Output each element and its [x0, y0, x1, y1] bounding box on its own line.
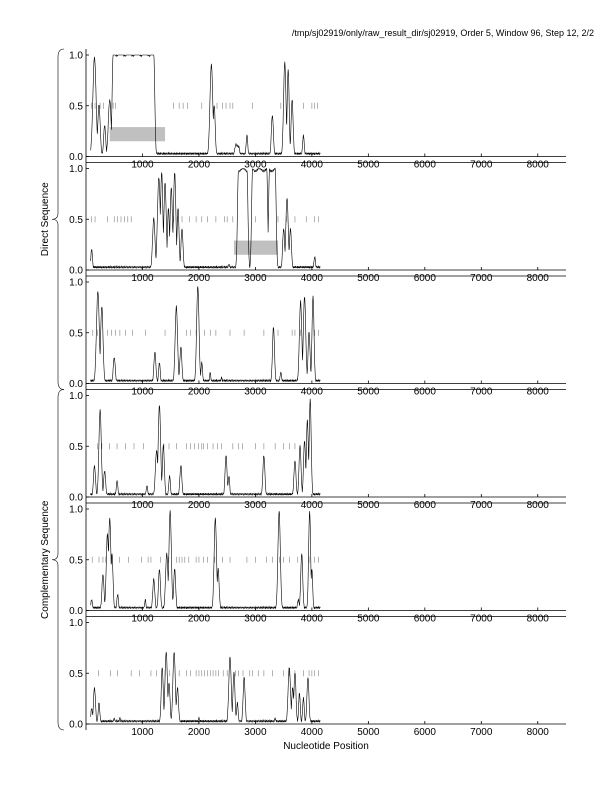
x-tick-label: 7000 [470, 727, 493, 738]
y-tick-label: 0.5 [69, 669, 83, 680]
x-tick-label: 6000 [414, 500, 437, 511]
highlight-region [109, 127, 166, 142]
x-tick-label: 8000 [527, 500, 550, 511]
x-tick-label: 2000 [188, 160, 211, 171]
x-tick-label: 6000 [414, 273, 437, 284]
y-tick-label: 1.0 [69, 278, 83, 289]
x-tick-label: 8000 [527, 273, 550, 284]
x-tick-label: 1000 [131, 387, 154, 398]
x-tick-label: 2000 [188, 614, 211, 625]
x-tick-label: 7000 [470, 387, 493, 398]
direct-sequence-label: Direct Sequence [40, 182, 51, 256]
y-tick-label: 0.5 [69, 555, 83, 566]
panel-6: 0.0 0.5 1.0 1000 2000 3000 4000 5000 6000 7000 800… [69, 616, 566, 738]
x-tick-label: 4000 [301, 614, 324, 625]
y-tick-label: 0.5 [69, 215, 83, 226]
x-tick-label: 6000 [414, 387, 437, 398]
highlight-region [233, 240, 278, 255]
y-tick-label: 1.0 [69, 51, 83, 62]
profile-line [90, 510, 321, 610]
x-tick-label: 7000 [470, 273, 493, 284]
x-tick-label: 1000 [131, 727, 154, 738]
y-tick-label: 0.0 [69, 606, 83, 617]
x-tick-label: 5000 [357, 614, 380, 625]
panel-4: 0.0 0.5 1.0 1000 2000 3000 4000 5000 6000 7000 800… [69, 389, 566, 511]
panel-3: 0.0 0.5 1.0 1000 2000 3000 4000 5000 6000 7000 800… [69, 275, 566, 398]
header-text: /tmp/sj02919/only/raw_result_dir/sj02919… [292, 28, 594, 38]
y-tick-label: 0.0 [69, 152, 83, 163]
x-tick-label: 1000 [131, 614, 154, 625]
x-tick-label: 3000 [244, 727, 267, 738]
x-tick-label: 4000 [301, 273, 324, 284]
x-tick-label: 7000 [470, 160, 493, 171]
group-bracket [51, 389, 65, 731]
x-tick-label: 2000 [188, 273, 211, 284]
y-tick-label: 0.0 [69, 266, 83, 277]
x-tick-label: 5000 [357, 273, 380, 284]
profile-line [90, 54, 321, 156]
x-tick-label: 4000 [301, 387, 324, 398]
x-tick-label: 3000 [244, 500, 267, 511]
y-tick-label: 1.0 [69, 618, 83, 629]
x-tick-label: 6000 [414, 727, 437, 738]
x-tick-label: 8000 [527, 727, 550, 738]
x-tick-label: 3000 [244, 614, 267, 625]
x-tick-label: 7000 [470, 500, 493, 511]
x-tick-label: 8000 [527, 387, 550, 398]
panels: 0.0 0.5 1.0 1000 2000 3000 4000 5000 6000 7000 800… [69, 49, 566, 738]
x-tick-label: 1000 [131, 500, 154, 511]
x-axis-title: Nucleotide Position [283, 741, 369, 752]
x-tick-label: 6000 [414, 160, 437, 171]
x-tick-label: 5000 [357, 727, 380, 738]
x-tick-label: 4000 [301, 500, 324, 511]
y-tick-label: 0.0 [69, 720, 83, 731]
x-tick-label: 2000 [188, 387, 211, 398]
panel-5: 0.0 0.5 1.0 1000 2000 3000 4000 5000 6000 7000 800… [69, 502, 566, 625]
x-tick-label: 5000 [357, 160, 380, 171]
profile-line [90, 286, 321, 383]
x-tick-label: 8000 [527, 160, 550, 171]
y-tick-label: 1.0 [69, 505, 83, 516]
x-tick-label: 8000 [527, 614, 550, 625]
y-tick-label: 0.0 [69, 493, 83, 504]
y-tick-label: 0.0 [69, 379, 83, 390]
profile-line [90, 398, 321, 497]
y-tick-label: 0.5 [69, 101, 83, 112]
x-tick-label: 3000 [244, 387, 267, 398]
profile-line [90, 167, 321, 270]
x-tick-label: 7000 [470, 614, 493, 625]
x-tick-label: 6000 [414, 614, 437, 625]
complementary-sequence-label: Complementary Sequence [40, 500, 51, 619]
x-tick-label: 3000 [244, 273, 267, 284]
x-tick-label: 1000 [131, 273, 154, 284]
x-tick-label: 2000 [188, 727, 211, 738]
y-tick-label: 0.5 [69, 328, 83, 339]
y-tick-label: 1.0 [69, 164, 83, 175]
x-tick-label: 5000 [357, 387, 380, 398]
x-tick-label: 4000 [301, 160, 324, 171]
group-brackets [51, 48, 65, 731]
group-bracket [51, 48, 65, 390]
y-tick-label: 1.0 [69, 391, 83, 402]
panel-1: 0.0 0.5 1.0 1000 2000 3000 4000 5000 6000 7000 800… [69, 49, 566, 171]
panel-2: 0.0 0.5 1.0 1000 2000 3000 4000 5000 6000 7000 800… [69, 162, 566, 284]
x-tick-label: 4000 [301, 727, 324, 738]
profile-line [90, 652, 321, 724]
x-tick-label: 1000 [131, 160, 154, 171]
x-tick-label: 2000 [188, 500, 211, 511]
x-tick-label: 3000 [244, 160, 267, 171]
y-tick-label: 0.5 [69, 442, 83, 453]
x-tick-label: 5000 [357, 500, 380, 511]
